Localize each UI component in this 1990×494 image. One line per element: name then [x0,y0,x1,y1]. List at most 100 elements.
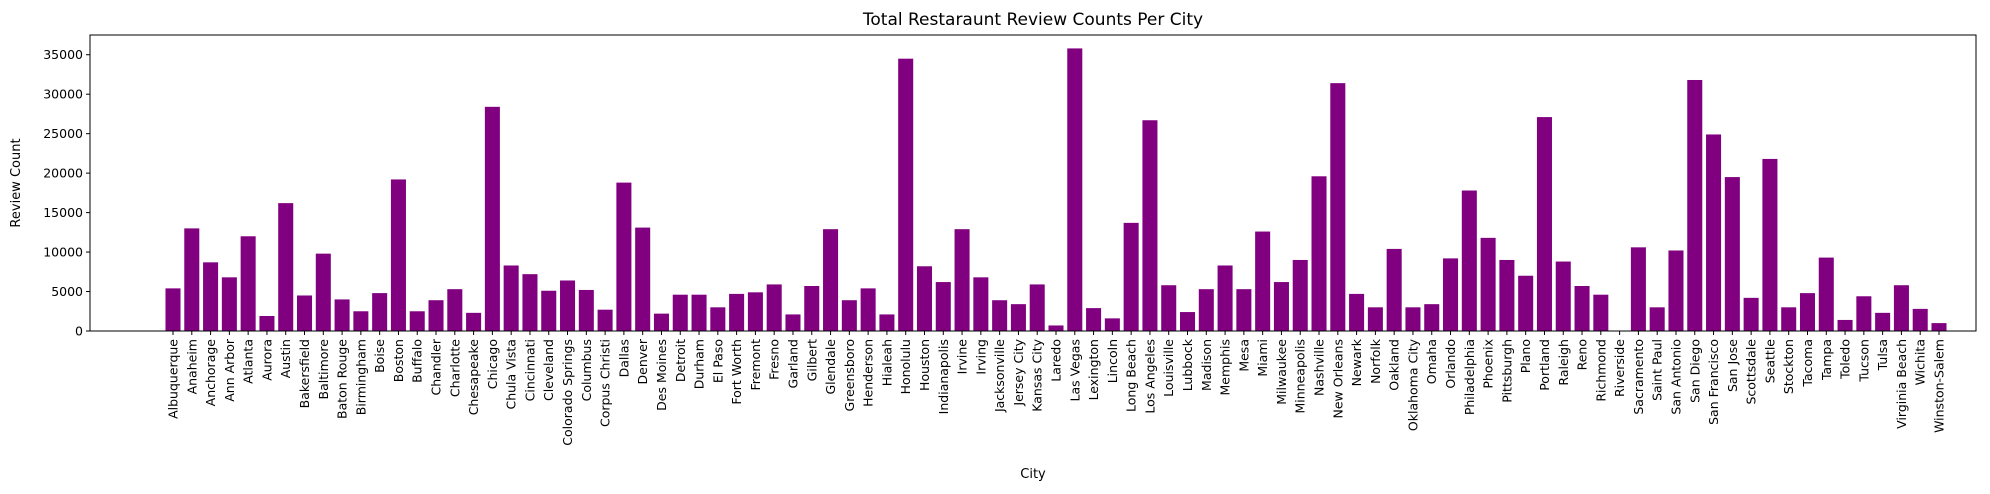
x-tick-label: Riverside [1612,339,1627,397]
bar-boise [372,293,388,331]
bar-los-angeles [1142,120,1158,331]
bar-plano [1518,275,1534,331]
y-tick-label: 10000 [43,245,83,260]
bar-raleigh [1555,261,1571,331]
bar-tulsa [1875,312,1891,331]
bar-chula-vista [503,265,519,331]
bar-louisville [1161,285,1177,331]
x-tick-label: Greensboro [842,339,857,411]
y-tick-label: 30000 [43,87,83,102]
x-tick-label: Bakersfield [297,339,312,408]
y-axis-label: Review Count [9,138,24,227]
x-tick-label: Detroit [673,339,688,382]
bar-houston [916,266,933,331]
bar-oakland [1386,248,1402,331]
x-tick-label: Colorado Springs [560,339,575,446]
x-tick-label: Omaha [1424,339,1439,384]
bar-baton-rouge [334,299,350,331]
x-tick-label: Milwaukee [1274,339,1289,405]
x-axis: Albuquerque Anaheim Anchorage Ann Arbor Atla… [166,331,1947,446]
x-tick-label: Tampa [1819,339,1834,381]
x-tick-label: Chesapeake [466,339,481,416]
bar-laredo [1048,325,1064,331]
x-tick-label: Fremont [748,339,763,391]
bar-milwaukee [1273,282,1289,331]
y-tick-label: 15000 [43,205,83,220]
x-tick-label: Nashville [1312,339,1327,396]
bar-gilbert [804,286,820,331]
x-tick-label: Fresno [767,339,782,380]
bar-chicago [484,106,500,331]
bar-newark [1349,293,1365,331]
bar-long-beach [1123,222,1139,331]
x-tick-label: Phoenix [1481,339,1496,389]
bar-madison [1198,289,1214,331]
bar-stockton [1781,307,1797,331]
bar-norfolk [1367,307,1383,331]
bar-garland [785,314,801,331]
x-tick-label: Philadelphia [1462,339,1477,415]
bar-irvine [954,229,970,331]
bar-aurora [259,316,275,331]
x-tick-label: Anchorage [203,339,218,407]
bar-corpus-christi [597,309,613,331]
x-tick-label: Plano [1518,339,1533,373]
bar-scottsdale [1743,297,1759,331]
x-tick-label: Scottsdale [1744,339,1759,405]
x-tick-label: Chula Vista [504,339,519,410]
x-tick-label: Oklahoma City [1405,338,1420,431]
bar-phoenix [1480,237,1496,331]
bar-henderson [860,288,876,331]
x-tick-label: New Orleans [1330,339,1345,418]
x-tick-label: Durham [692,339,707,389]
bar-detroit [672,294,688,331]
bar-reno [1574,286,1590,331]
x-tick-label: Mesa [1236,339,1251,372]
x-tick-label: Baltimore [316,339,331,400]
bar-cincinnati [522,274,538,331]
bar-baltimore [315,253,331,331]
x-axis-label: City [1020,467,1046,482]
bar-virginia-beach [1893,285,1909,331]
bar-indianapolis [935,282,951,331]
x-tick-label: Winston-Salem [1932,339,1947,433]
bar-richmond [1593,294,1609,331]
bar-san-diego [1687,79,1703,331]
bar-saint-paul [1649,307,1665,331]
bar-sacramento [1630,247,1646,331]
bar-chandler [428,300,444,331]
x-tick-label: Las Vegas [1067,339,1082,402]
y-tick-label: 5000 [51,284,83,299]
x-tick-label: Jersey City [1011,338,1026,406]
x-tick-label: Saint Paul [1650,339,1665,401]
x-tick-label: Baton Rouge [335,339,350,419]
x-tick-label: Newark [1349,338,1364,386]
x-tick-label: Gilbert [804,339,819,381]
x-tick-label: Richmond [1593,339,1608,402]
bar-greensboro [841,300,857,331]
bar-jacksonville [992,300,1008,331]
x-tick-label: Chandler [429,338,444,395]
x-tick-label: Reno [1575,339,1590,370]
bar-austin [278,203,294,331]
x-tick-label: Henderson [861,339,876,407]
bar-glendale [823,229,839,331]
x-tick-label: Houston [917,339,932,391]
x-tick-label: San Antonio [1668,339,1683,415]
bar-philadelphia [1461,190,1477,331]
bar-mesa [1236,289,1252,331]
bar-des-moines [653,313,669,331]
x-tick-label: Norfolk [1368,338,1383,384]
bar-ann-arbor [221,277,237,331]
x-tick-label: El Paso [710,339,725,383]
x-tick-label: Wichita [1913,339,1928,385]
bar-portland [1536,117,1552,331]
x-tick-label: Minneapolis [1293,339,1308,414]
bar-new-orleans [1330,83,1346,332]
x-tick-label: Louisville [1161,339,1176,397]
chart-title: Total Restaraunt Review Counts Per City [862,10,1203,30]
bar-winston-salem [1931,323,1947,331]
x-tick-label: Charlotte [447,339,462,397]
x-tick-label: Seattle [1762,339,1777,384]
